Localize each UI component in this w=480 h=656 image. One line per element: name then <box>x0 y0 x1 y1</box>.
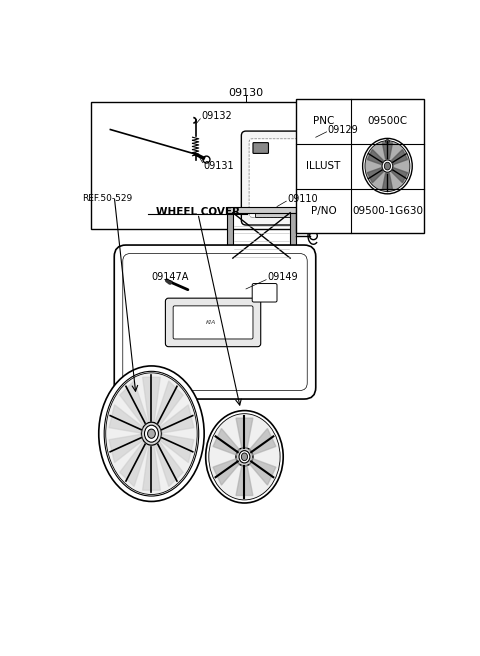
Circle shape <box>385 140 389 144</box>
Polygon shape <box>109 405 143 433</box>
Polygon shape <box>392 150 408 165</box>
Polygon shape <box>109 434 143 462</box>
Polygon shape <box>250 428 276 455</box>
Ellipse shape <box>236 447 253 466</box>
Polygon shape <box>367 150 384 165</box>
Text: 09500-1G630: 09500-1G630 <box>352 206 423 216</box>
Circle shape <box>187 287 195 295</box>
Bar <box>227 258 296 264</box>
Polygon shape <box>213 459 240 485</box>
Ellipse shape <box>144 425 158 442</box>
Ellipse shape <box>365 140 410 192</box>
FancyBboxPatch shape <box>114 245 316 399</box>
Polygon shape <box>250 459 276 485</box>
Bar <box>91 102 401 229</box>
FancyBboxPatch shape <box>166 298 261 346</box>
Text: WHEEL COVER: WHEEL COVER <box>156 207 240 217</box>
Ellipse shape <box>241 453 248 461</box>
FancyBboxPatch shape <box>123 253 307 390</box>
FancyBboxPatch shape <box>249 139 379 217</box>
Polygon shape <box>383 143 393 159</box>
Text: REF.50-529: REF.50-529 <box>82 194 132 203</box>
Text: KIA: KIA <box>206 319 216 325</box>
Polygon shape <box>143 446 160 490</box>
FancyBboxPatch shape <box>253 142 268 154</box>
Bar <box>296 99 424 234</box>
Polygon shape <box>213 428 240 455</box>
Text: 09110: 09110 <box>287 194 318 204</box>
Circle shape <box>189 289 193 293</box>
Ellipse shape <box>99 366 204 501</box>
FancyBboxPatch shape <box>252 283 277 302</box>
Polygon shape <box>367 168 384 183</box>
Polygon shape <box>392 168 408 183</box>
Polygon shape <box>156 381 183 426</box>
Text: 09130: 09130 <box>228 88 264 98</box>
Polygon shape <box>120 381 147 426</box>
Bar <box>290 213 296 258</box>
Text: 09132: 09132 <box>201 111 232 121</box>
Ellipse shape <box>104 371 199 496</box>
Polygon shape <box>236 418 253 448</box>
Text: PNC: PNC <box>313 116 334 126</box>
Bar <box>227 213 233 258</box>
Polygon shape <box>236 466 253 495</box>
Polygon shape <box>156 442 183 487</box>
Ellipse shape <box>106 373 197 495</box>
Polygon shape <box>160 405 194 433</box>
Text: ILLUST: ILLUST <box>306 161 341 171</box>
Bar <box>255 211 372 216</box>
Ellipse shape <box>362 138 412 194</box>
FancyBboxPatch shape <box>173 306 253 339</box>
Ellipse shape <box>382 160 393 173</box>
Circle shape <box>310 232 317 239</box>
Text: P/NO: P/NO <box>311 206 336 216</box>
Polygon shape <box>160 434 194 462</box>
Polygon shape <box>120 442 147 487</box>
Text: 09147A: 09147A <box>152 272 189 282</box>
Ellipse shape <box>142 422 162 445</box>
Polygon shape <box>143 377 160 421</box>
FancyBboxPatch shape <box>241 131 386 225</box>
Polygon shape <box>383 173 393 190</box>
Text: 09500C: 09500C <box>367 116 408 126</box>
Ellipse shape <box>206 411 283 503</box>
Ellipse shape <box>384 162 391 170</box>
Text: 09149: 09149 <box>267 272 298 282</box>
Bar <box>227 207 296 213</box>
Ellipse shape <box>209 414 280 500</box>
Text: 09129: 09129 <box>327 125 358 134</box>
Ellipse shape <box>147 429 156 438</box>
Ellipse shape <box>239 451 250 463</box>
Text: 09131: 09131 <box>204 161 234 171</box>
